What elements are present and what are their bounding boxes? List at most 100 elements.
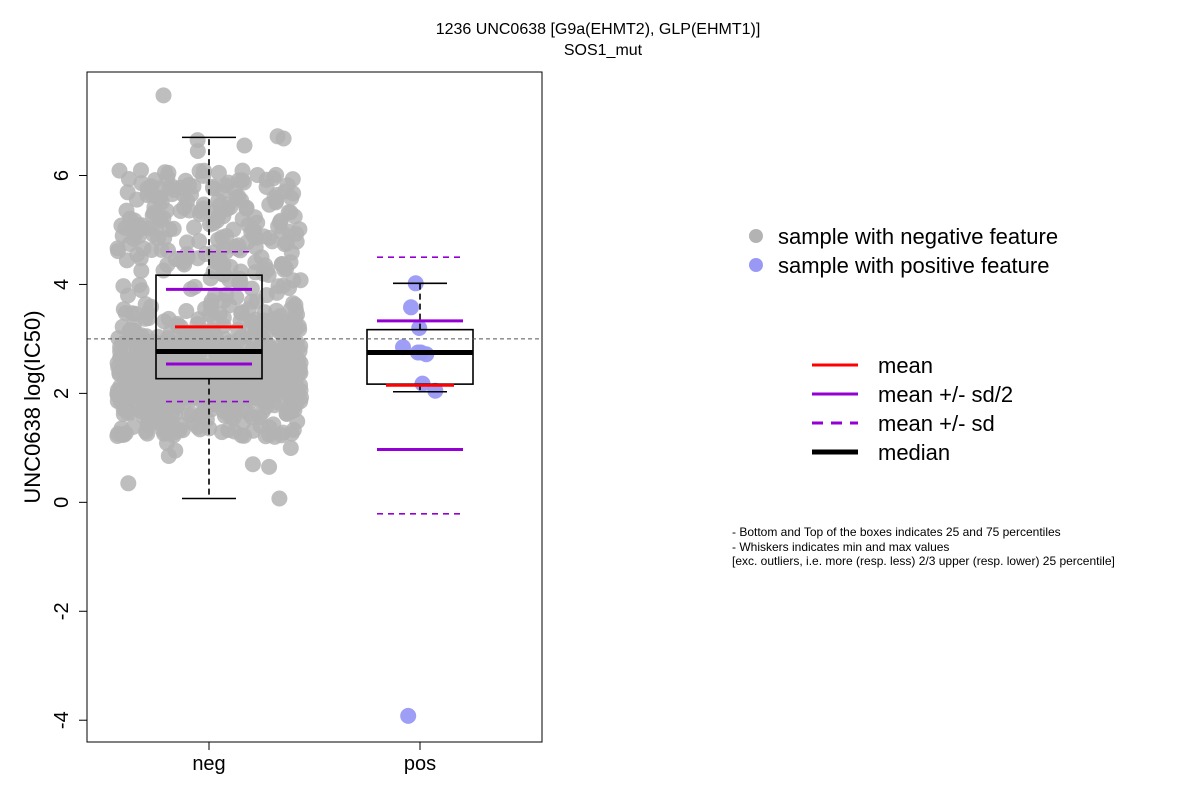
data-point-neg: [261, 458, 278, 475]
data-point-neg: [140, 310, 157, 327]
data-point-neg: [183, 406, 200, 423]
data-point-neg: [285, 295, 302, 312]
data-point-neg: [131, 277, 148, 293]
data-point-neg: [143, 178, 160, 195]
data-point-neg: [230, 331, 247, 348]
data-point-neg: [205, 180, 222, 197]
y-axis-label: UNC0638 log(IC50): [20, 310, 45, 503]
data-point-neg: [165, 220, 182, 237]
data-point-neg: [258, 287, 275, 304]
legend-point-label: sample with negative feature: [778, 224, 1058, 249]
data-point-neg: [288, 233, 305, 250]
data-point-neg: [128, 389, 145, 406]
data-point-neg: [189, 143, 206, 159]
data-point-neg: [119, 404, 136, 421]
data-point-neg: [292, 272, 309, 289]
data-point-neg: [150, 190, 167, 207]
data-point-neg: [234, 385, 251, 402]
data-point-neg: [203, 401, 220, 418]
data-point-neg: [171, 373, 188, 390]
data-point-neg: [186, 219, 203, 236]
data-point-neg: [115, 278, 132, 295]
data-point-neg: [186, 278, 203, 295]
data-point-pos: [400, 707, 417, 724]
data-point-neg: [205, 215, 222, 232]
data-point-neg: [232, 263, 249, 280]
data-point-neg: [155, 87, 172, 104]
x-tick-label: pos: [404, 753, 436, 775]
data-point-neg: [249, 390, 266, 407]
data-point-neg: [154, 404, 171, 421]
data-point-neg: [140, 413, 157, 430]
legend-line-label: mean +/- sd: [878, 411, 995, 436]
data-point-neg: [117, 425, 134, 442]
y-tick-label: 0: [51, 497, 73, 508]
data-point-neg: [272, 312, 289, 329]
data-point-neg: [137, 296, 154, 313]
data-point-neg: [282, 440, 299, 456]
y-tick-label: 6: [51, 170, 73, 181]
data-point-neg: [191, 233, 208, 250]
data-point-neg: [215, 309, 232, 326]
data-point-neg: [184, 334, 201, 350]
chart-title: 1236 UNC0638 [G9a(EHMT2), GLP(EHMT1)]: [436, 21, 761, 38]
data-point-neg: [139, 356, 156, 373]
data-point-neg: [195, 167, 212, 184]
data-point-neg: [110, 243, 126, 260]
data-point-neg: [236, 427, 253, 444]
data-point-neg: [229, 240, 246, 257]
data-point-neg: [189, 250, 206, 267]
y-tick-label: 2: [51, 388, 73, 399]
data-point-pos: [403, 299, 419, 316]
footnotes: - Bottom and Top of the boxes indicates …: [732, 525, 1115, 568]
data-point-neg: [120, 171, 137, 187]
data-point-neg: [285, 366, 302, 383]
legend-points: sample with negative feature sample with …: [749, 224, 1058, 278]
legend-point-marker: [749, 229, 763, 243]
data-point-neg: [123, 330, 140, 347]
legend-point-label: sample with positive feature: [778, 253, 1049, 278]
data-point-neg: [176, 199, 193, 216]
data-point-neg: [218, 228, 235, 244]
data-point-neg: [192, 206, 208, 223]
y-axis: -4 -2 0 2 4 6: [51, 170, 88, 729]
data-point-neg: [210, 192, 227, 209]
data-point-neg: [244, 409, 261, 426]
data-point-neg: [275, 130, 292, 147]
data-point-neg: [158, 202, 175, 219]
data-point-neg: [285, 421, 302, 438]
points-layer: [109, 87, 444, 724]
data-point-neg: [153, 372, 170, 389]
data-point-neg: [285, 185, 302, 202]
legend-line-label: mean: [878, 353, 933, 378]
data-point-neg: [247, 311, 264, 328]
data-point-neg: [178, 303, 195, 319]
data-point-neg: [159, 169, 176, 186]
data-point-neg: [196, 324, 213, 341]
data-point-neg: [257, 257, 274, 274]
legend-line-label: median: [878, 440, 950, 465]
data-point-neg: [243, 224, 260, 241]
legend-point-marker: [749, 258, 763, 272]
data-point-neg: [236, 137, 253, 154]
data-point-neg: [113, 217, 130, 234]
data-point-neg: [167, 352, 184, 369]
data-point-neg: [228, 289, 245, 306]
footnote-line-2: - Whiskers indicates min and max values: [732, 540, 949, 554]
data-point-neg: [228, 364, 244, 381]
y-tick-label: -4: [51, 711, 73, 729]
data-point-neg: [271, 490, 288, 507]
box-layer: [87, 136, 542, 515]
data-point-neg: [243, 293, 260, 310]
data-point-neg: [118, 360, 135, 376]
data-point-neg: [268, 166, 285, 183]
data-point-neg: [238, 200, 255, 217]
data-point-neg: [135, 240, 152, 257]
data-point-neg: [137, 367, 154, 384]
data-point-neg: [154, 385, 171, 402]
data-point-neg: [230, 188, 247, 205]
data-point-neg: [160, 242, 176, 259]
data-point-neg: [176, 256, 193, 273]
data-point-neg: [183, 186, 199, 203]
